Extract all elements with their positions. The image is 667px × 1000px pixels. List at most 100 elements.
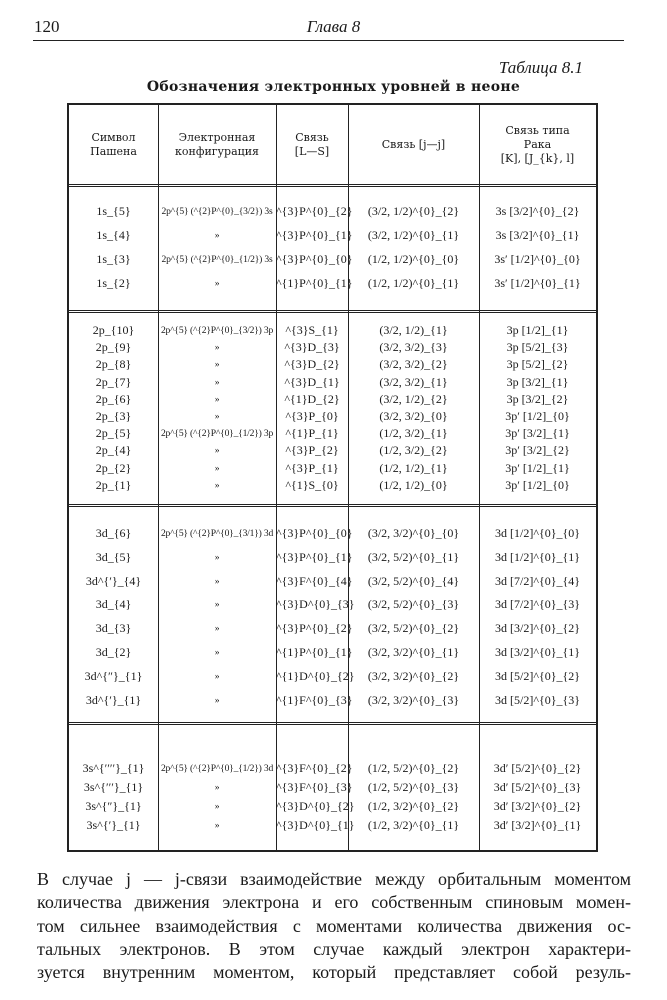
cell-ls-coupling: ^{3}P^{0}_{2} [276,204,353,218]
column-divider [158,105,159,850]
table-row: 1s_{5} 2p^{5} (^{2}P^{0}_{3/2}) 3s ^{3}P^{… [69,203,596,220]
cell-ls-coupling: ^{3}F^{0}_{3} [276,780,353,794]
table-row: 3s^{″}_{1} » ^{3}D^{0}_{2} (1/2, 3/2)^{0}_{… [69,798,596,815]
cell-racah-coupling: 3p [5/2]_{2} [506,357,569,372]
paragraph-line: тальных электронов. В этом случае каждый… [37,938,631,959]
header-rule [33,40,624,41]
cell-ls-coupling: ^{3}P_{0} [285,409,339,423]
column-divider [348,105,349,850]
cell-jj-coupling: (1/2, 3/2)^{0}_{1} [367,818,460,832]
paragraph-line: количества движения электрона и его собс… [37,892,631,913]
cell-jj-coupling: (3/2, 1/2)_{1} [379,323,448,337]
cell-electron-configuration: » [214,782,220,793]
cell-electron-configuration: » [214,411,220,422]
table-row: 2p_{5} 2p^{5} (^{2}P^{0}_{1/2}) 3p ^{1}P_{… [69,425,596,442]
cell-racah-coupling: 3s [3/2]^{0}_{2} [495,204,580,218]
table-row: 2p_{7} » ^{3}D_{1} (3/2, 3/2)_{1} 3p [3/2]_{… [69,374,596,391]
cell-racah-coupling: 3d [7/2]^{0}_{3} [495,597,580,612]
row-divider [69,724,596,725]
cell-paschen-symbol: 3d^{″}_{1} [84,668,143,683]
cell-jj-coupling: (1/2, 5/2)^{0}_{3} [367,780,460,794]
cell-jj-coupling: (3/2, 1/2)^{0}_{2} [367,204,460,218]
cell-paschen-symbol: 3d^{′}_{4} [85,573,142,588]
cell-electron-configuration: » [214,393,220,405]
table-row: 3d_{3} » ^{3}P^{0}_{2} (3/2, 5/2)^{0}_{2} 3d… [69,620,596,637]
table-label: Таблица 8.1 [498,58,583,77]
cell-electron-configuration: 2p^{5} (^{2}P^{0}_{1/2}) 3p [160,428,274,440]
cell-electron-configuration: 2p^{5} (^{2}P^{0}_{3/2}) 3p [160,325,274,336]
cell-electron-configuration: » [214,359,220,371]
table-row: 2p_{4} » ^{3}P_{2} (1/2, 3/2)_{2} 3p′ [3/2]_… [69,442,596,459]
cell-paschen-symbol: 2p_{3} [95,409,132,423]
cell-jj-coupling: (1/2, 5/2)^{0}_{2} [367,761,460,775]
cell-jj-coupling: (1/2, 1/2)_{0} [379,477,448,492]
cell-racah-coupling: 3p′ [1/2]_{0} [505,409,570,423]
table-row: 3d^{′}_{4} » ^{3}F^{0}_{4} (3/2, 5/2)^{0}_{… [69,573,596,590]
cell-electron-configuration: » [214,376,220,388]
cell-ls-coupling: ^{3}P^{0}_{0} [276,252,353,266]
cell-racah-coupling: 3s′ [1/2]^{0}_{0} [494,252,581,266]
cell-jj-coupling: (3/2, 3/2)^{0}_{2} [367,668,460,683]
cell-racah-coupling: 3p [3/2]_{2} [506,391,569,406]
cell-ls-coupling: ^{3}D_{2} [284,357,340,372]
table-row: 2p_{9} » ^{3}D_{3} (3/2, 3/2)_{3} 3p [5/2]_{… [69,339,596,356]
cell-racah-coupling: 3d′ [5/2]^{0}_{2} [493,761,582,775]
table-row: 3d_{4} » ^{3}D^{0}_{3} (3/2, 5/2)^{0}_{3} 3d… [69,596,596,613]
table-row: 3d_{2} » ^{1}P^{0}_{1} (3/2, 3/2)^{0}_{1} 3d… [69,644,596,661]
cell-ls-coupling: ^{1}D_{2} [284,391,340,406]
cell-paschen-symbol: 2p_{5} [95,426,132,441]
cell-paschen-symbol: 2p_{1} [95,477,132,492]
cell-paschen-symbol: 3s^{″}_{1} [85,799,142,813]
cell-ls-coupling: ^{3}P^{0}_{2} [276,621,353,636]
cell-jj-coupling: (3/2, 1/2)^{0}_{1} [367,228,460,242]
table-row: 3s^{′}_{1} » ^{3}D^{0}_{1} (1/2, 3/2)^{0}_{… [69,817,596,834]
cell-racah-coupling: 3d′ [3/2]^{0}_{1} [493,818,582,832]
cell-racah-coupling: 3d [1/2]^{0}_{1} [495,549,580,564]
cell-racah-coupling: 3s′ [1/2]^{0}_{1} [494,276,581,290]
cell-paschen-symbol: 3s^{′}_{1} [86,818,141,832]
cell-racah-coupling: 3d [3/2]^{0}_{1} [495,645,580,659]
cell-racah-coupling: 3p′ [1/2]_{1} [505,460,570,475]
running-head: Глава 8 [306,17,361,36]
cell-racah-coupling: 3p [5/2]_{3} [506,340,569,355]
cell-ls-coupling: ^{1}F^{0}_{3} [276,692,353,707]
cell-electron-configuration: » [214,445,220,457]
row-divider [69,312,596,313]
cell-jj-coupling: (1/2, 1/2)^{0}_{0} [367,252,460,266]
cell-paschen-symbol: 3s^{′′′′}_{1} [82,761,145,775]
row-divider [69,310,596,311]
cell-ls-coupling: ^{3}F^{0}_{2} [276,761,353,775]
cell-electron-configuration: » [214,551,220,563]
cell-jj-coupling: (1/2, 1/2)^{0}_{1} [367,276,460,290]
cell-racah-coupling: 3d [5/2]^{0}_{2} [495,668,580,683]
table-row: 2p_{8} » ^{3}D_{2} (3/2, 3/2)_{2} 3p [5/2]_{… [69,356,596,373]
cell-jj-coupling: (3/2, 5/2)^{0}_{3} [367,597,460,612]
table-row: 3s^{′′′}_{1} » ^{3}F^{0}_{3} (1/2, 5/2)^{0}… [69,779,596,796]
cell-ls-coupling: ^{1}P_{1} [285,426,339,441]
cell-jj-coupling: (3/2, 3/2)^{0}_{0} [367,526,460,540]
cell-jj-coupling: (3/2, 3/2)_{3} [379,340,448,355]
cell-ls-coupling: ^{3}F^{0}_{4} [276,573,353,588]
cell-paschen-symbol: 3d_{3} [95,621,132,636]
cell-racah-coupling: 3p [3/2]_{1} [506,374,569,389]
table-row: 3d_{6} 2p^{5} (^{2}P^{0}_{3/1}) 3d ^{3}P^{… [69,525,596,542]
cell-paschen-symbol: 1s_{2} [96,276,131,290]
cell-electron-configuration: » [214,647,220,658]
cell-jj-coupling: (1/2, 3/2)^{0}_{2} [367,799,460,813]
cell-paschen-symbol: 3s^{′′′}_{1} [83,780,144,794]
cell-paschen-symbol: 3d_{2} [95,645,132,659]
cell-ls-coupling: ^{3}D_{1} [284,374,340,389]
cell-ls-coupling: ^{3}P_{2} [285,443,339,458]
cell-ls-coupling: ^{3}P_{1} [285,460,339,475]
cell-electron-configuration: » [214,599,220,611]
header-paschen-symbol: Символ Пашена [90,131,137,158]
cell-jj-coupling: (3/2, 3/2)^{0}_{1} [367,645,460,659]
cell-ls-coupling: ^{3}D^{0}_{2} [276,799,355,813]
cell-electron-configuration: » [214,670,220,682]
cell-electron-configuration: » [214,623,220,635]
cell-jj-coupling: (3/2, 3/2)_{2} [379,357,448,372]
cell-ls-coupling: ^{3}P^{0}_{0} [276,526,353,540]
cell-jj-coupling: (3/2, 5/2)^{0}_{4} [367,573,460,588]
cell-jj-coupling: (3/2, 3/2)_{1} [379,374,448,389]
cell-paschen-symbol: 3d_{4} [95,597,132,612]
